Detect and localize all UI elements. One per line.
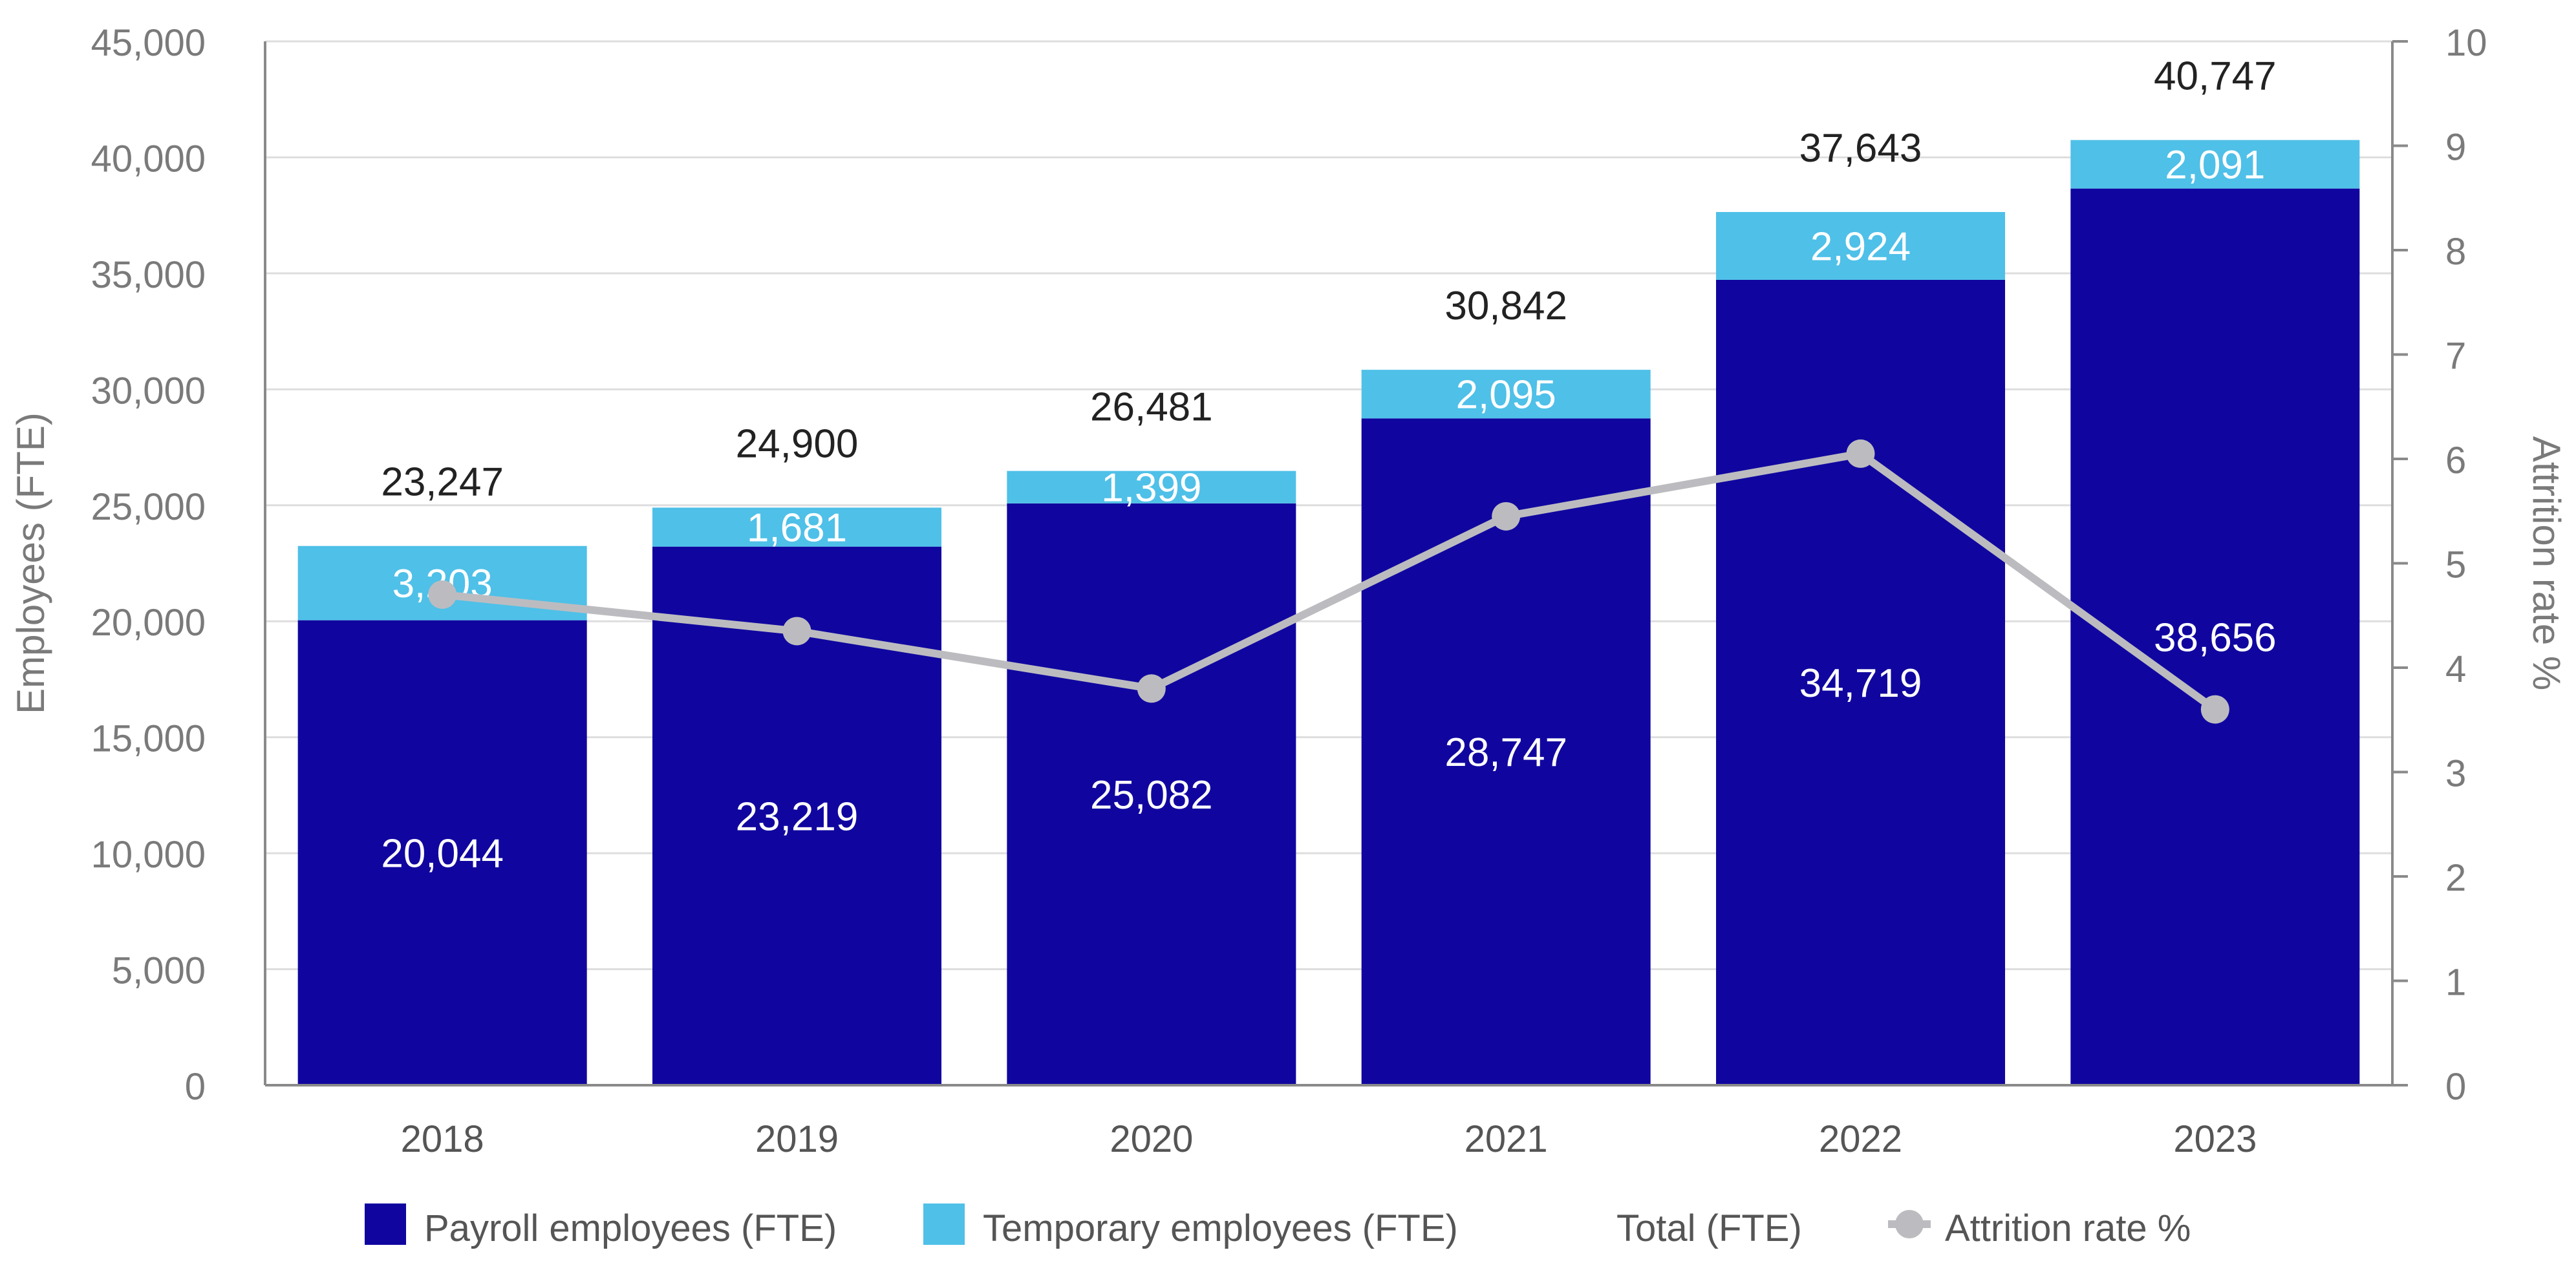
attrition-point	[1846, 439, 1875, 468]
y-tick-label: 40,000	[91, 138, 206, 180]
label-payroll: 28,747	[1444, 730, 1567, 775]
legend-label-payroll: Payroll employees (FTE)	[424, 1207, 837, 1249]
x-tick-label: 2020	[1110, 1118, 1193, 1160]
y-tick-label: 15,000	[91, 718, 206, 760]
label-temporary: 2,095	[1456, 373, 1556, 418]
bar-payroll	[297, 620, 587, 1085]
bar-temporary	[2070, 140, 2360, 189]
attrition-point	[2200, 695, 2229, 724]
label-temporary: 2,091	[2165, 143, 2265, 187]
legend-label-temporary: Temporary employees (FTE)	[983, 1207, 1458, 1249]
y-tick-label: 25,000	[91, 486, 206, 528]
y2-tick-label: 3	[2445, 753, 2466, 795]
label-payroll: 25,082	[1090, 773, 1213, 818]
bar-temporary	[652, 507, 941, 547]
label-payroll: 34,719	[1799, 661, 1922, 706]
label-payroll: 20,044	[381, 831, 504, 876]
label-total: 30,842	[1444, 284, 1567, 328]
label-temporary: 1,399	[1101, 466, 1201, 511]
attrition-point	[428, 580, 457, 609]
legend-marker-attrition	[1895, 1210, 1924, 1238]
y2-tick-label: 9	[2445, 127, 2466, 169]
bar-payroll	[1716, 279, 2005, 1086]
legend-label-total: Total (FTE)	[1616, 1207, 1802, 1249]
label-total: 26,481	[1090, 385, 1213, 430]
y-tick-label: 0	[185, 1066, 206, 1108]
label-total: 23,247	[381, 460, 504, 505]
attrition-line	[442, 449, 2218, 713]
label-temporary: 1,681	[747, 506, 847, 551]
x-tick-label: 2018	[401, 1118, 484, 1160]
y-axis-title: Employees (FTE)	[9, 412, 52, 714]
x-tick-label: 2021	[1465, 1118, 1548, 1160]
x-tick-label: 2022	[1819, 1118, 1902, 1160]
y2-tick-label: 6	[2445, 440, 2466, 482]
y2-axis-title: Attrition rate %	[2525, 436, 2568, 691]
y-tick-label: 35,000	[91, 254, 206, 296]
bar-temporary	[1716, 212, 2005, 280]
y2-tick-label: 5	[2445, 544, 2466, 586]
y2-tick-label: 0	[2445, 1066, 2466, 1108]
x-tick-label: 2019	[755, 1118, 839, 1160]
y-tick-label: 5,000	[112, 950, 206, 992]
legend-swatch-temporary	[923, 1203, 965, 1245]
y2-tick-label: 8	[2445, 231, 2466, 273]
bar-payroll	[1007, 503, 1296, 1085]
attrition-point	[782, 617, 811, 646]
y-tick-label: 30,000	[91, 370, 206, 412]
y-tick-label: 10,000	[91, 834, 206, 876]
legend-swatch-payroll	[365, 1203, 406, 1245]
bar-temporary	[1007, 471, 1296, 504]
attrition-point	[1492, 502, 1521, 531]
label-total: 37,643	[1799, 126, 1922, 171]
x-tick-label: 2023	[2173, 1118, 2257, 1160]
bar-temporary	[1361, 370, 1651, 419]
y2-tick-label: 10	[2445, 22, 2487, 64]
legend-label-attrition: Attrition rate %	[1945, 1207, 2191, 1249]
y-tick-label: 20,000	[91, 602, 206, 644]
y2-tick-label: 2	[2445, 857, 2466, 899]
label-total: 40,747	[2154, 54, 2277, 99]
label-total: 24,900	[736, 421, 859, 466]
attrition-point	[1137, 674, 1166, 703]
label-temporary: 2,924	[1810, 225, 1911, 270]
label-payroll: 38,656	[2154, 615, 2277, 660]
y-tick-label: 45,000	[91, 22, 206, 64]
y2-tick-label: 1	[2445, 962, 2466, 1004]
y2-tick-label: 4	[2445, 648, 2466, 690]
label-payroll: 23,219	[736, 794, 859, 839]
y2-tick-label: 7	[2445, 335, 2466, 377]
